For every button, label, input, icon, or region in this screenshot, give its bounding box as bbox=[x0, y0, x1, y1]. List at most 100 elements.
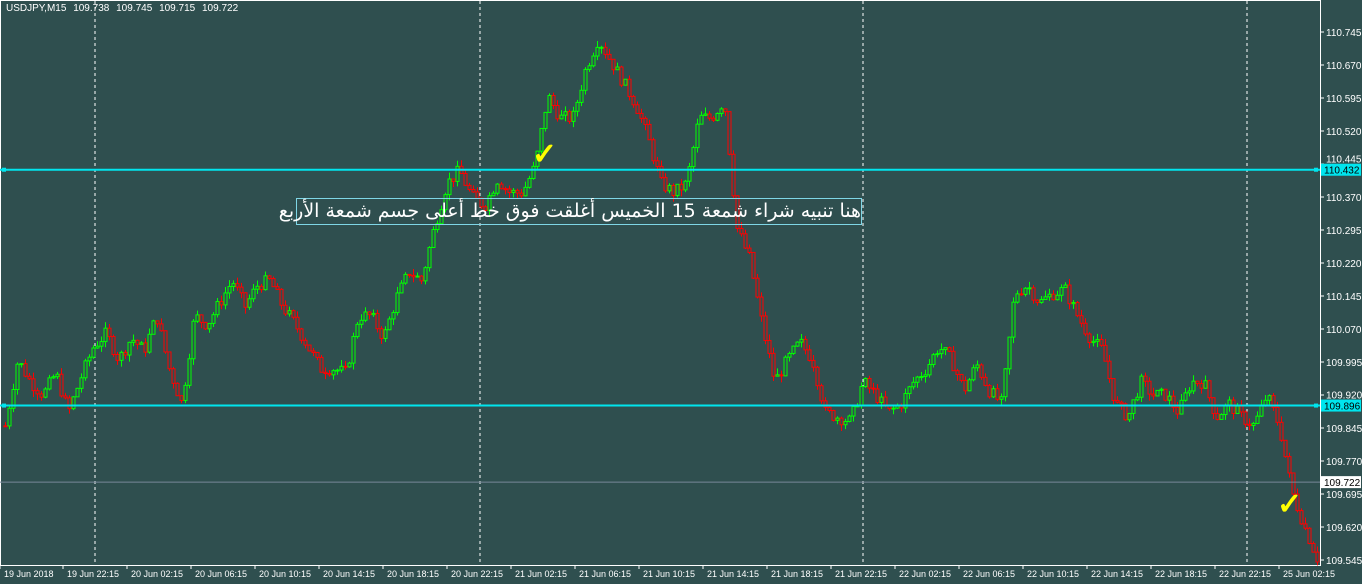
bull-candle bbox=[975, 364, 980, 369]
x-tick-label: 22 Jun 18:15 bbox=[1155, 569, 1207, 579]
x-tick-label: 22 Jun 10:15 bbox=[1027, 569, 1079, 579]
bear-candle bbox=[35, 390, 40, 395]
bull-candle bbox=[919, 375, 924, 378]
bear-candle bbox=[463, 173, 468, 186]
bull-candle bbox=[927, 364, 932, 376]
x-tick-label: 19 Jun 22:15 bbox=[67, 569, 119, 579]
bull-candle bbox=[139, 342, 144, 345]
bear-candle bbox=[1287, 456, 1292, 474]
y-tick-label: 110.745 bbox=[1326, 28, 1362, 39]
bear-candle bbox=[367, 311, 372, 316]
bear-candle bbox=[743, 233, 748, 249]
bull-candle bbox=[1007, 336, 1012, 370]
bull-candle bbox=[687, 166, 692, 182]
bull-candle bbox=[583, 68, 588, 91]
bear-candle bbox=[1067, 284, 1072, 305]
bear-candle bbox=[243, 292, 248, 308]
bear-candle bbox=[295, 316, 300, 330]
bull-candle bbox=[1027, 287, 1032, 290]
bear-candle bbox=[515, 189, 520, 194]
bear-candle bbox=[1271, 395, 1276, 408]
bull-candle bbox=[623, 78, 628, 86]
bear-candle bbox=[711, 117, 716, 121]
check-icon: ✓ bbox=[1277, 488, 1303, 521]
bear-candle bbox=[1099, 338, 1104, 346]
bull-candle bbox=[75, 387, 80, 398]
close-value: 109.722 bbox=[202, 3, 239, 14]
bull-candle bbox=[151, 320, 156, 335]
bear-candle bbox=[811, 359, 816, 368]
bull-candle bbox=[147, 333, 152, 353]
bull-candle bbox=[559, 114, 564, 120]
bear-candle bbox=[315, 352, 320, 358]
bull-candle bbox=[251, 288, 256, 300]
bear-candle bbox=[655, 160, 660, 167]
bear-candle bbox=[1143, 375, 1148, 382]
bull-candle bbox=[863, 378, 868, 388]
bear-candle bbox=[671, 184, 676, 196]
bull-candle bbox=[227, 286, 232, 294]
bear-candle bbox=[1075, 302, 1080, 317]
bull-candle bbox=[1267, 395, 1272, 401]
bear-candle bbox=[747, 247, 752, 253]
bear-candle bbox=[271, 278, 276, 288]
bull-candle bbox=[1179, 399, 1184, 415]
y-tick-label: 110.220 bbox=[1326, 259, 1362, 270]
bull-candle bbox=[423, 267, 428, 282]
y-tick-label: 109.695 bbox=[1326, 490, 1362, 501]
bull-candle bbox=[1011, 301, 1016, 338]
x-tick-label: 22 Jun 22:15 bbox=[1219, 569, 1271, 579]
bull-candle bbox=[347, 362, 352, 368]
y-tick-label: 110.370 bbox=[1326, 193, 1362, 204]
bear-candle bbox=[135, 339, 140, 345]
bear-candle bbox=[659, 165, 664, 179]
bull-candle bbox=[1127, 412, 1132, 421]
bear-candle bbox=[143, 342, 148, 353]
bull-candle bbox=[103, 327, 108, 343]
alert-annotation[interactable]: هنا تنبيه شراء شمعة 15 الخميس أغلقت فوق … bbox=[279, 198, 862, 225]
bull-candle bbox=[371, 312, 376, 316]
bull-candle bbox=[715, 112, 720, 121]
bull-candle bbox=[703, 113, 708, 116]
bull-candle bbox=[391, 312, 396, 320]
bear-candle bbox=[199, 314, 204, 323]
bull-candle bbox=[699, 114, 704, 125]
bear-candle bbox=[1199, 383, 1204, 389]
x-tick-label: 22 Jun 06:15 bbox=[963, 569, 1015, 579]
bear-candle bbox=[519, 192, 524, 197]
bull-candle bbox=[943, 347, 948, 351]
bear-candle bbox=[503, 188, 508, 191]
bear-candle bbox=[619, 66, 624, 86]
x-tick-label: 21 Jun 14:15 bbox=[707, 569, 759, 579]
bull-candle bbox=[79, 377, 84, 389]
bear-candle bbox=[407, 273, 412, 276]
bear-candle bbox=[827, 406, 832, 412]
bear-candle bbox=[279, 288, 284, 306]
bull-candle bbox=[859, 386, 864, 407]
bear-candle bbox=[163, 330, 168, 353]
bear-candle bbox=[1163, 388, 1168, 401]
bear-candle bbox=[723, 108, 728, 113]
bull-candle bbox=[1015, 293, 1020, 303]
bull-candle bbox=[99, 341, 104, 347]
x-tick-label: 20 Jun 10:15 bbox=[259, 569, 311, 579]
bull-candle bbox=[1059, 287, 1064, 296]
bull-candle bbox=[51, 376, 56, 379]
bull-candle bbox=[695, 123, 700, 149]
current-price-label: 109.722 bbox=[1324, 478, 1361, 489]
bear-candle bbox=[59, 373, 64, 397]
bear-candle bbox=[707, 113, 712, 119]
bull-candle bbox=[775, 374, 780, 377]
bull-candle bbox=[599, 46, 604, 49]
bull-candle bbox=[1259, 404, 1264, 417]
bear-candle bbox=[1171, 395, 1176, 408]
bull-candle bbox=[1003, 368, 1008, 398]
bull-candle bbox=[539, 127, 544, 152]
bull-candle bbox=[1263, 399, 1268, 406]
bull-candle bbox=[835, 417, 840, 421]
bull-candle bbox=[95, 345, 100, 349]
bear-candle bbox=[1087, 333, 1092, 344]
bull-candle bbox=[363, 311, 368, 321]
